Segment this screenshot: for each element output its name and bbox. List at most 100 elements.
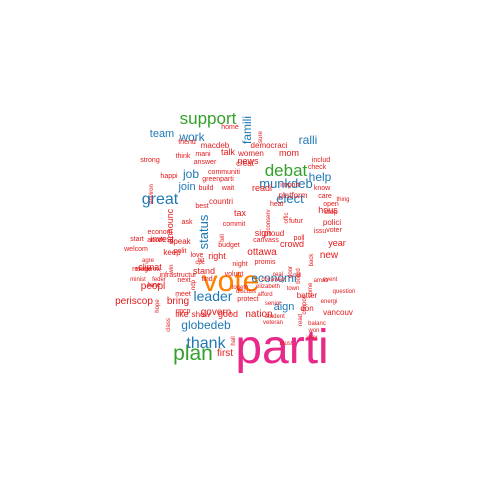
word-great: great [142, 191, 179, 208]
word-find: find [201, 276, 212, 283]
word-way: way [306, 335, 318, 341]
word-class: class [166, 318, 172, 332]
word-win: win [169, 264, 175, 274]
word-new: new [320, 250, 339, 261]
word-conserv: conserv [266, 209, 272, 230]
word-tax: tax [234, 208, 247, 218]
word-anoth: anoth [147, 237, 165, 244]
word-agre: agre [142, 258, 155, 264]
word-call: call [292, 273, 301, 279]
word-cpc: cpc [195, 260, 204, 266]
word-cpcp: cpcp [176, 308, 191, 315]
word-polit: polit [174, 248, 187, 255]
word-right: right [208, 251, 226, 261]
word-bring: bring [167, 296, 189, 307]
word-creat: creat [236, 159, 255, 168]
word-munkdeb: munkdeb [259, 176, 312, 191]
word-love: love [191, 252, 204, 259]
word-feder: feder [152, 277, 166, 283]
word-meet: meet [175, 291, 191, 298]
word-good: good [218, 309, 238, 319]
word-home: home [221, 124, 239, 131]
word-welcom: welcom [123, 246, 148, 253]
word-news: news [237, 156, 259, 166]
word-come: come [308, 282, 314, 297]
word-thank: thank [186, 335, 226, 352]
word-women: women [237, 149, 264, 158]
word-balanc: balanc [308, 321, 326, 327]
word-parti: parti [235, 321, 328, 374]
word-keep: keep [163, 248, 181, 257]
word-aign: aign [274, 301, 295, 313]
word-open: open [323, 201, 339, 208]
word-show: show [192, 310, 211, 319]
word-year: year [328, 238, 346, 248]
word-commit: commit [223, 221, 246, 228]
word-globedeb: globedeb [181, 318, 231, 332]
word-think: think [176, 153, 191, 160]
word-cdnpoli: cdnpoli [302, 295, 308, 314]
word-stand: stand [193, 266, 215, 276]
word-canvass: canvass [253, 237, 279, 244]
word-climat: climat [138, 262, 162, 272]
word-answer: answer [194, 159, 217, 166]
word-ask: ask [182, 219, 193, 226]
word-periscop: periscop [115, 296, 153, 307]
word-door: door [288, 266, 294, 278]
word-crowd: crowd [280, 239, 304, 249]
word-talk: talk [221, 147, 236, 157]
word-like: like [175, 309, 189, 319]
word-lune: lune [147, 282, 160, 289]
word-voter: voter [326, 227, 342, 234]
word-hope: hope [155, 299, 161, 313]
word-readi: readi [252, 183, 272, 193]
word-board: board [296, 268, 302, 283]
word-peopl: peopl [141, 281, 165, 292]
word-platform: platform [279, 191, 308, 200]
word-build: build [199, 185, 214, 192]
word-senior: senior [265, 301, 281, 307]
word-amaz: amaz [314, 278, 329, 284]
word-issu: issu [314, 228, 327, 235]
word-countri: countri [209, 197, 233, 206]
word-poll: poll [294, 235, 305, 242]
word-infrastructur: infrastructur [160, 272, 198, 279]
word-read: read [298, 314, 304, 326]
word-minist: minist [130, 277, 146, 283]
word-question: question [333, 289, 356, 295]
word-sure: sure [258, 131, 264, 143]
word-govern: govern [201, 307, 232, 318]
word-real: real [273, 272, 283, 278]
word-join: join [177, 181, 195, 193]
word-don: don [300, 304, 313, 313]
word-night: night [232, 261, 247, 268]
word-leader: leader [194, 288, 233, 304]
word-must: must [279, 341, 292, 347]
word-veteran: veteran [263, 320, 283, 326]
word-student: student [265, 314, 285, 320]
word-invest: invest [150, 234, 174, 244]
word-famili: famili [240, 116, 254, 144]
word-speak: speak [169, 237, 191, 246]
word-proud: proud [264, 229, 284, 238]
word-next: next [177, 277, 190, 284]
word-friend: friend [178, 139, 196, 146]
word-happi: happi [160, 173, 178, 180]
word-offic: offic [284, 213, 290, 224]
word-hous: hous [318, 205, 338, 215]
word-ralli: ralli [299, 133, 318, 147]
word-refuge: refuge [132, 266, 152, 273]
word-nation: nation [245, 309, 272, 320]
word-job: job [182, 167, 199, 181]
word-thing: thing [336, 197, 349, 203]
word-debat: debat [265, 161, 308, 180]
word-futur: futur [289, 218, 304, 225]
word-away: away [271, 277, 285, 283]
word-plan: plan [173, 342, 213, 365]
word-care: care [318, 193, 332, 200]
word-greenparti: greenparti [202, 176, 234, 183]
word-status: status [196, 214, 211, 249]
word-includ: includ [312, 157, 330, 164]
word-hall: hall [231, 336, 237, 345]
